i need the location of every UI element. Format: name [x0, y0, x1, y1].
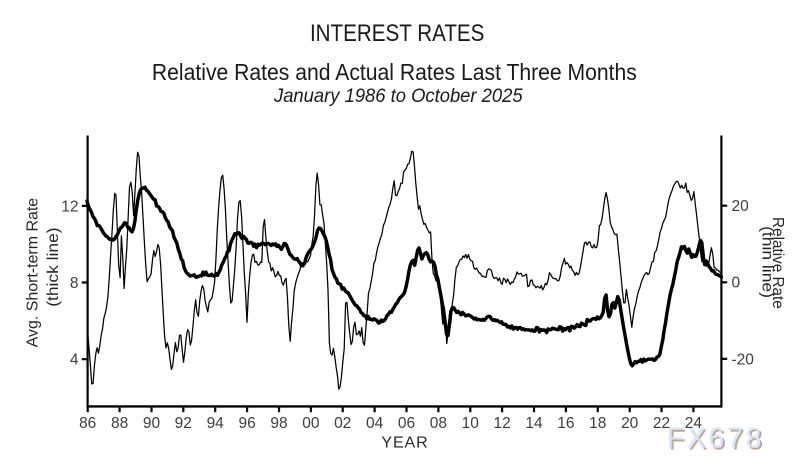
svg-text:20: 20 — [732, 198, 750, 215]
svg-text:94: 94 — [207, 415, 225, 432]
svg-text:(thin line): (thin line) — [759, 226, 776, 298]
svg-text:98: 98 — [270, 415, 287, 432]
svg-text:8: 8 — [70, 275, 79, 292]
svg-text:FX678: FX678 — [669, 424, 766, 456]
svg-text:92: 92 — [175, 415, 192, 432]
svg-text:12: 12 — [493, 415, 510, 432]
svg-text:January 1986 to October 2025: January 1986 to October 2025 — [273, 85, 523, 107]
svg-text:-20: -20 — [732, 351, 755, 368]
svg-text:04: 04 — [366, 415, 384, 432]
svg-text:88: 88 — [111, 415, 128, 432]
svg-text:10: 10 — [462, 415, 480, 432]
svg-text:08: 08 — [430, 415, 447, 432]
svg-text:0: 0 — [732, 275, 741, 292]
svg-text:16: 16 — [557, 415, 574, 432]
svg-text:06: 06 — [398, 415, 415, 432]
svg-text:96: 96 — [238, 415, 255, 432]
svg-text:24: 24 — [685, 415, 703, 432]
svg-text:18: 18 — [589, 415, 606, 432]
svg-text:90: 90 — [143, 415, 161, 432]
svg-text:20: 20 — [621, 415, 639, 432]
svg-text:Relative Rate: Relative Rate — [769, 217, 786, 309]
svg-text:00: 00 — [302, 415, 320, 432]
svg-text:INTEREST RATES: INTEREST RATES — [310, 20, 485, 47]
svg-text:02: 02 — [334, 415, 351, 432]
svg-text:Avg. Short-term Rate: Avg. Short-term Rate — [24, 198, 41, 348]
svg-text:14: 14 — [525, 415, 543, 432]
svg-text:(thick line): (thick line) — [45, 227, 62, 306]
svg-text:YEAR: YEAR — [381, 435, 428, 452]
svg-text:Relative Rates and Actual Rate: Relative Rates and Actual Rates Last Thr… — [152, 59, 637, 85]
svg-text:4: 4 — [70, 352, 79, 369]
svg-text:12: 12 — [61, 198, 78, 215]
svg-text:FX678: FX678 — [667, 422, 764, 454]
svg-text:22: 22 — [653, 415, 670, 432]
svg-text:86: 86 — [79, 415, 96, 432]
